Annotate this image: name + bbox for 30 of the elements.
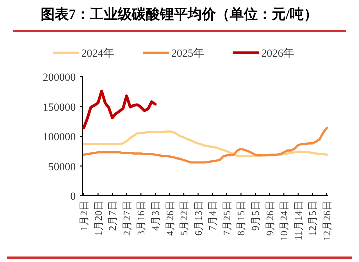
y-tick-label: 50000 (48, 161, 76, 174)
x-tick-label: 9月5日 (251, 201, 262, 231)
x-tick-label: 11月14日 (294, 201, 305, 241)
x-tick-label: 12月26日 (322, 201, 334, 241)
x-tick-label: 1月2日 (80, 201, 90, 231)
legend-label: 2026年 (262, 48, 294, 60)
legend-label: 2025年 (172, 48, 204, 60)
x-tick-label: 8月15日 (236, 201, 248, 236)
x-tick-label: 1月20日 (94, 201, 105, 236)
x-tick-label: 4月3日 (150, 201, 162, 231)
x-tick-label: 5月22日 (180, 201, 191, 236)
legend-label: 2024年 (82, 48, 114, 60)
line-series (82, 127, 328, 164)
x-tick-label: 10月24日 (280, 201, 291, 241)
y-tick-label: 150000 (43, 102, 76, 114)
x-tick-label: 9月26日 (265, 201, 276, 236)
y-tick-label: 0 (70, 191, 76, 203)
y-tick-label: 100000 (43, 132, 76, 144)
line-series (82, 130, 328, 158)
x-tick-label: 4月26日 (165, 201, 176, 236)
x-tick-label: 7月25日 (222, 201, 234, 236)
x-tick-label: 12月5日 (308, 201, 320, 236)
chart-title: 图表7：工业级碳酸锂平均价（单位：元/吨） (41, 7, 318, 23)
y-tick-label: 200000 (43, 72, 76, 84)
x-tick-label: 6月13日 (194, 201, 205, 236)
x-tick-label: 7月4日 (208, 201, 220, 231)
line-series (82, 90, 157, 130)
x-tick-label: 2月7日 (108, 201, 120, 231)
x-tick-label: 3月16日 (136, 201, 148, 236)
x-tick-label: 2月27日 (122, 201, 134, 236)
